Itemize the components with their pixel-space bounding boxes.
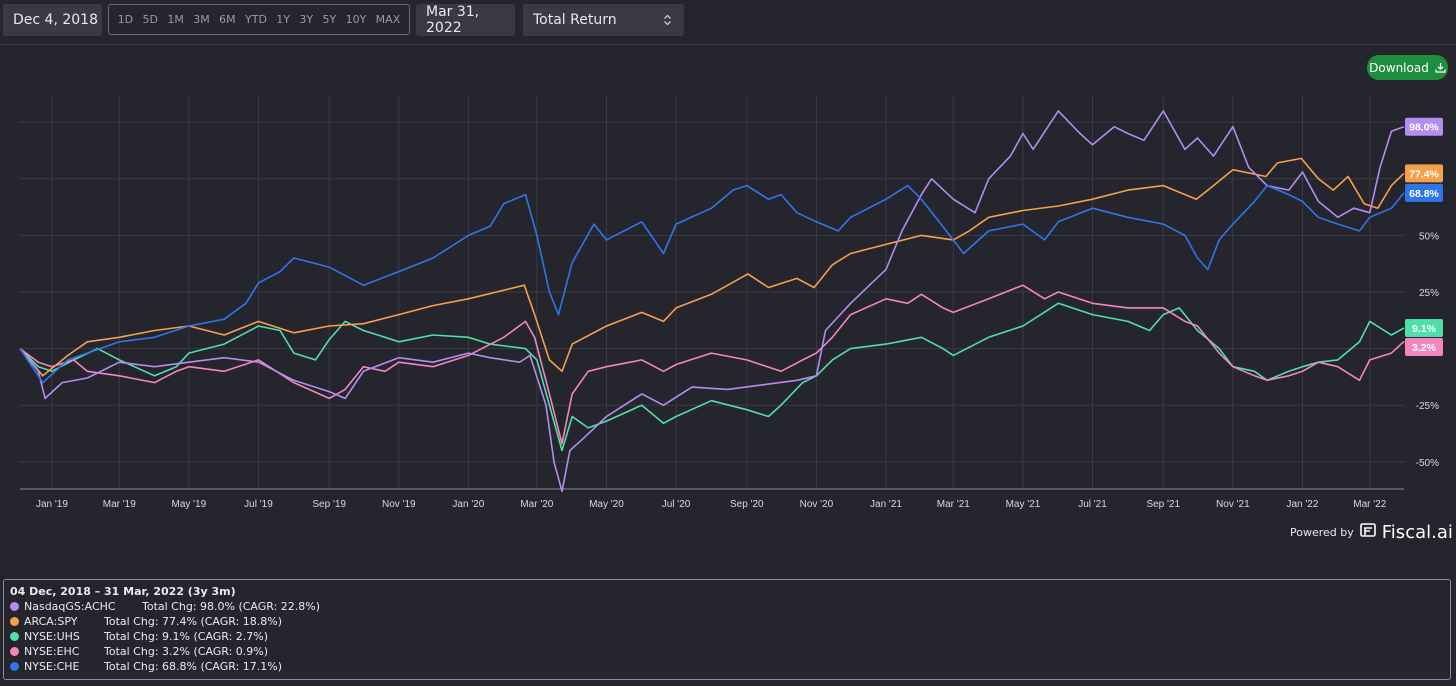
x-tick-label: Jul '21: [1078, 499, 1107, 510]
end-value-badge: [1405, 183, 1443, 202]
start-date-value: Dec 4, 2018: [13, 12, 98, 28]
end-value-badge: [1405, 338, 1443, 357]
range-selector: 1D 5D 1M 3M 6M YTD 1Y 3Y 5Y 10Y MAX: [108, 4, 410, 35]
series-dot: [10, 602, 19, 611]
summary-ticker: NasdaqGS:ACHC: [24, 600, 116, 613]
range-5d-button[interactable]: 5D: [142, 13, 158, 26]
end-date-input[interactable]: Mar 31, 2022: [416, 4, 515, 36]
series-line: [19, 184, 1405, 384]
x-tick-label: May '21: [1006, 499, 1041, 510]
x-tick-label: Jul '20: [662, 499, 691, 510]
x-tick-label: Jan '22: [1286, 499, 1318, 510]
x-tick-label: Mar '20: [520, 499, 553, 510]
end-value-badge: [1405, 117, 1443, 136]
range-3y-button[interactable]: 3Y: [299, 13, 314, 26]
powered-by-label: Powered by: [1290, 525, 1354, 539]
summary-change: Total Chg: 68.8% (CAGR: 17.1%): [104, 660, 283, 673]
summary-change: Total Chg: 77.4% (CAGR: 18.8%): [104, 615, 283, 628]
x-tick-label: Mar '21: [937, 499, 970, 510]
x-tick-label: Nov '20: [800, 499, 834, 510]
summary-row: NYSE:UHS Total Chg: 9.1% (CAGR: 2.7%): [10, 629, 1450, 644]
return-chart: Jan '19 Mar '19 May '19 Jul '19 Sep '19 Nov '…: [19, 95, 1443, 510]
x-tick-label: Jul '19: [244, 499, 273, 510]
series-dot: [10, 647, 19, 656]
range-1y-button[interactable]: 1Y: [276, 13, 291, 26]
y-tick-label: 50%: [1419, 231, 1439, 242]
end-value-label: 3.2%: [1412, 342, 1437, 354]
fiscal-logo-icon: [1359, 522, 1376, 542]
end-date-value: Mar 31, 2022: [426, 4, 480, 36]
summary-row: NYSE:CHE Total Chg: 68.8% (CAGR: 17.1%): [10, 659, 1450, 674]
range-1m-button[interactable]: 1M: [167, 13, 184, 26]
series-dot: [10, 632, 19, 641]
download-icon: [1435, 62, 1446, 73]
summary-period: 04 Dec, 2018 – 31 Mar, 2022 (3y 3m): [10, 585, 236, 598]
x-tick-label: Sep '20: [730, 499, 764, 510]
x-tick-label: Mar '19: [103, 499, 136, 510]
summary-change: Total Chg: 9.1% (CAGR: 2.7%): [104, 630, 269, 643]
range-5y-button[interactable]: 5Y: [322, 13, 337, 26]
summary-panel: 04 Dec, 2018 – 31 Mar, 2022 (3y 3m) Nasd…: [3, 579, 1451, 680]
x-tick-label: Sep '21: [1146, 499, 1180, 510]
series-line: [19, 157, 1405, 377]
x-tick-label: Sep '19: [312, 499, 346, 510]
end-value-label: 77.4%: [1409, 168, 1439, 180]
end-value-badge: [1405, 319, 1443, 338]
x-tick-label: Nov '21: [1216, 499, 1250, 510]
download-button[interactable]: Download: [1367, 55, 1448, 80]
series-dot: [10, 617, 19, 626]
x-tick-label: Mar '22: [1353, 499, 1386, 510]
range-1d-button[interactable]: 1D: [117, 13, 134, 26]
return-mode-value: Total Return: [533, 12, 617, 28]
y-tick-label: -25%: [1416, 401, 1439, 412]
end-value-label: 9.1%: [1412, 323, 1437, 335]
end-value-label: 98.0%: [1409, 122, 1439, 134]
chevron-up-down-icon: [663, 14, 672, 27]
summary-row: NasdaqGS:ACHC Total Chg: 98.0% (CAGR: 22…: [10, 599, 1450, 614]
summary-change: Total Chg: 98.0% (CAGR: 22.8%): [142, 600, 321, 613]
summary-change: Total Chg: 3.2% (CAGR: 0.9%): [104, 645, 269, 658]
start-date-input[interactable]: Dec 4, 2018: [3, 4, 102, 36]
return-mode-select[interactable]: Total Return: [523, 4, 684, 36]
end-value-badge: [1405, 164, 1443, 183]
x-tick-label: Jan '21: [870, 499, 902, 510]
series-line: [19, 284, 1405, 445]
x-tick-label: May '19: [172, 499, 207, 510]
summary-ticker: ARCA:SPY: [24, 615, 78, 628]
toolbar-divider: [0, 44, 1456, 45]
x-tick-label: Jan '19: [36, 499, 68, 510]
summary-row: NYSE:EHC Total Chg: 3.2% (CAGR: 0.9%): [10, 644, 1450, 659]
toolbar: Dec 4, 2018 1D 5D 1M 3M 6M YTD 1Y 3Y 5Y …: [0, 0, 1456, 44]
download-label: Download: [1369, 60, 1429, 75]
series-dot: [10, 662, 19, 671]
y-tick-label: -50%: [1416, 458, 1439, 469]
powered-by: Powered by Fiscal.ai: [1290, 520, 1453, 544]
x-tick-label: May '20: [589, 499, 624, 510]
range-3m-button[interactable]: 3M: [193, 13, 210, 26]
range-ytd-button[interactable]: YTD: [245, 13, 267, 26]
brand-name: Fiscal.ai: [1381, 521, 1453, 543]
summary-ticker: NYSE:CHE: [24, 660, 80, 673]
range-6m-button[interactable]: 6M: [219, 13, 236, 26]
range-max-button[interactable]: MAX: [375, 13, 401, 26]
range-10y-button[interactable]: 10Y: [345, 13, 367, 26]
x-tick-label: Nov '19: [382, 499, 416, 510]
series-line: [19, 302, 1405, 452]
y-tick-label: 25%: [1419, 288, 1439, 299]
summary-row: ARCA:SPY Total Chg: 77.4% (CAGR: 18.8%): [10, 614, 1450, 629]
series-line: [19, 110, 1405, 493]
summary-ticker: NYSE:UHS: [24, 630, 80, 643]
end-value-label: 68.8%: [1409, 188, 1439, 200]
summary-ticker: NYSE:EHC: [24, 645, 80, 658]
x-tick-label: Jan '20: [452, 499, 484, 510]
